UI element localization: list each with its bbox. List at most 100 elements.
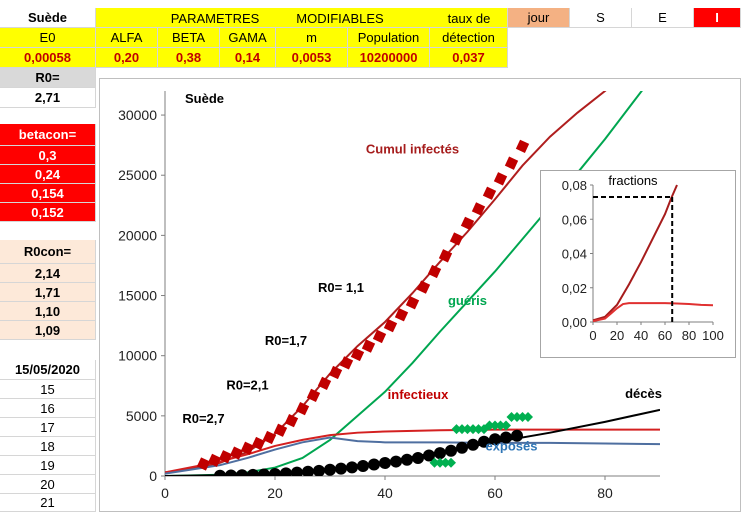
param-label-beta: BETA: [158, 28, 220, 48]
col-s[interactable]: S: [570, 8, 632, 28]
param-label-m: m: [276, 28, 348, 48]
taux-header-1: taux de: [447, 10, 491, 26]
inset-series-line-2: [592, 302, 714, 323]
data-marker-square: [339, 356, 354, 370]
r0con-label: R0con=: [0, 240, 96, 264]
data-marker-diamond: [484, 420, 495, 431]
data-marker-diamond: [490, 420, 500, 431]
params-header-1: PARAMETRES: [170, 10, 260, 26]
country-cell[interactable]: Suède: [0, 8, 96, 28]
inset-x-tick-label: 100: [702, 328, 724, 343]
date-cell[interactable]: 15/05/2020: [0, 360, 96, 380]
annotation-label: Cumul infectés: [366, 142, 459, 157]
data-marker-square: [471, 202, 486, 216]
data-marker-square: [284, 414, 299, 428]
data-marker-dot: [511, 429, 523, 442]
value-beta[interactable]: 0,38: [158, 48, 220, 68]
data-marker-square: [405, 296, 420, 310]
data-marker-diamond: [468, 424, 478, 435]
annotation-label: R0=2,7: [182, 411, 224, 426]
inset-chart[interactable]: 0,00 0,02 0,04 0,06 0,08 0 20 40 60 80 100 fraction…: [540, 170, 736, 358]
data-marker-diamond: [429, 457, 440, 468]
annotation-label: guéris: [448, 293, 487, 308]
inset-x-tick-label: 60: [658, 328, 672, 343]
data-marker-square: [493, 172, 508, 186]
data-marker-square: [394, 308, 409, 322]
data-marker-square: [427, 264, 442, 279]
data-marker-square: [229, 446, 244, 460]
data-marker-dot: [368, 458, 380, 471]
data-marker-square: [449, 232, 464, 246]
x-tick-label: 40: [377, 485, 393, 501]
day-row[interactable]: 15: [0, 380, 96, 399]
data-marker-dot: [357, 460, 369, 473]
value-population[interactable]: 10200000: [348, 48, 430, 68]
data-marker-dot: [346, 461, 358, 474]
data-marker-dot: [423, 449, 435, 462]
params-header-2: MODIFIABLES: [296, 10, 384, 26]
data-marker-square: [306, 388, 321, 403]
data-marker-dot: [390, 455, 402, 468]
data-marker-dot: [335, 462, 347, 475]
inset-y-tick-label: 0,00: [562, 315, 587, 330]
day-row[interactable]: 18: [0, 437, 96, 456]
param-label-alfa: ALFA: [96, 28, 158, 48]
data-marker-square: [317, 376, 332, 391]
day-row[interactable]: 21: [0, 494, 96, 512]
data-marker-square: [460, 216, 475, 230]
betacon-value[interactable]: 0,3: [0, 146, 96, 165]
r0con-value[interactable]: 1,71: [0, 283, 96, 302]
annotation-label: infectieux: [388, 387, 449, 402]
r0-label: R0=: [0, 68, 96, 88]
data-marker-diamond: [462, 424, 473, 435]
value-m[interactable]: 0,0053: [276, 48, 348, 68]
r0con-value[interactable]: 1,09: [0, 321, 96, 340]
y-tick-label: 15000: [118, 288, 157, 304]
main-chart-svg: 0 5000 10000 15000 20000 25000 30000 0 20 40 60 80 S…: [118, 91, 662, 501]
col-e[interactable]: E: [632, 8, 694, 28]
data-marker-diamond: [451, 424, 462, 435]
data-marker-square: [416, 280, 431, 294]
data-marker-square: [482, 186, 497, 200]
col-i[interactable]: I: [694, 8, 741, 28]
x-tick-label: 20: [267, 485, 283, 501]
data-marker-square: [350, 347, 365, 362]
inset-chart-svg: 0,00 0,02 0,04 0,06 0,08 0 20 40 60 80 100 fraction…: [562, 173, 724, 343]
series-line-4: [165, 436, 660, 475]
y-tick-label: 25000: [118, 167, 157, 183]
data-marker-diamond: [501, 420, 511, 431]
inset-series-line-1: [592, 184, 678, 322]
day-row[interactable]: 16: [0, 399, 96, 418]
data-marker-dot: [302, 465, 314, 476]
y-tick-label: 0: [149, 468, 157, 484]
betacon-value[interactable]: 0,154: [0, 184, 96, 203]
inset-y-tick-label: 0,02: [562, 281, 587, 296]
data-marker-dot: [247, 468, 259, 476]
data-marker-diamond: [512, 412, 522, 423]
day-row[interactable]: 19: [0, 456, 96, 475]
x-tick-label: 80: [597, 485, 613, 501]
col-jour[interactable]: jour: [508, 8, 570, 28]
data-marker-diamond: [440, 457, 451, 468]
data-marker-square: [383, 318, 398, 333]
data-marker-diamond: [473, 424, 484, 435]
data-marker-square: [273, 423, 288, 437]
data-marker-square: [262, 430, 277, 445]
day-row[interactable]: 20: [0, 475, 96, 494]
x-tick-label: 60: [487, 485, 503, 501]
data-marker-square: [196, 457, 211, 471]
inset-y-tick-label: 0,06: [562, 212, 587, 227]
betacon-value[interactable]: 0,24: [0, 165, 96, 184]
r0-value[interactable]: 2,71: [0, 88, 96, 108]
data-marker-diamond: [457, 424, 467, 435]
value-taux[interactable]: 0,037: [430, 48, 508, 68]
value-gama[interactable]: 0,14: [220, 48, 276, 68]
betacon-value[interactable]: 0,152: [0, 203, 96, 222]
r0con-value[interactable]: 2,14: [0, 264, 96, 283]
value-alfa[interactable]: 0,20: [96, 48, 158, 68]
day-row[interactable]: 17: [0, 418, 96, 437]
annotation-label: R0=1,7: [265, 333, 307, 348]
data-marker-square: [218, 450, 233, 464]
value-e0[interactable]: 0,00058: [0, 48, 96, 68]
r0con-value[interactable]: 1,10: [0, 302, 96, 321]
